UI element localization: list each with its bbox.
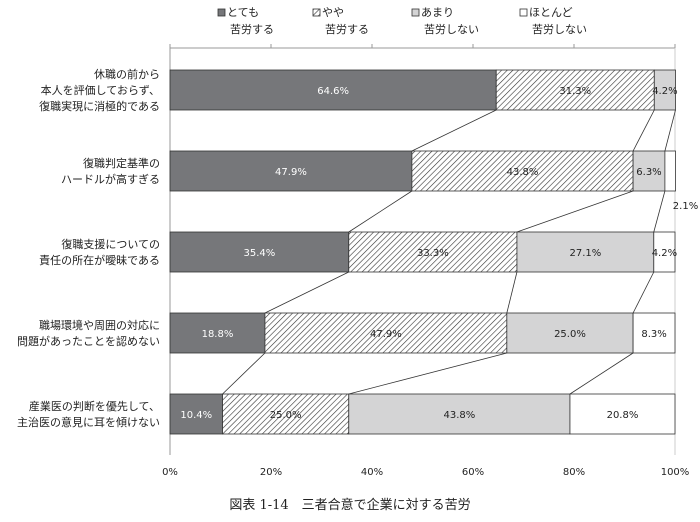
legend-label: 苦労しない xyxy=(424,22,479,36)
category-label: 復職支援についての xyxy=(61,237,160,251)
legend-label: ほとんど xyxy=(529,6,573,19)
series-line xyxy=(348,190,413,233)
legend-swatch xyxy=(411,8,420,17)
data-label: 20.8% xyxy=(607,410,639,421)
data-label: 47.9% xyxy=(370,329,402,340)
bar-segment xyxy=(169,150,413,192)
data-label: 2.1% xyxy=(673,201,698,212)
category-label: 復職実現に消極的である xyxy=(39,99,160,113)
data-label: 31.3% xyxy=(559,86,591,97)
data-label: 4.2% xyxy=(652,248,677,259)
data-label: 43.8% xyxy=(507,167,539,178)
data-label: 35.4% xyxy=(243,248,275,259)
series-line xyxy=(664,109,676,152)
data-label: 47.9% xyxy=(275,167,307,178)
x-tick-label: 60% xyxy=(462,467,484,478)
bar-segment xyxy=(506,312,634,354)
series-line xyxy=(653,190,666,233)
data-label: 6.3% xyxy=(636,167,661,178)
data-label: 27.1% xyxy=(569,248,601,259)
x-tick-label: 100% xyxy=(661,467,690,478)
bar-segment xyxy=(264,312,508,354)
x-tick-label: 80% xyxy=(563,467,585,478)
data-label: 18.8% xyxy=(202,329,234,340)
legend-swatch xyxy=(312,8,321,17)
legend-label: とても xyxy=(227,6,259,19)
series-line xyxy=(411,109,497,152)
legend-label: あまり xyxy=(421,6,454,19)
figure-caption: 図表 1-14 三者合意で企業に対する苦労 xyxy=(229,498,471,513)
bar-segment xyxy=(653,69,676,111)
data-label: 25.0% xyxy=(270,410,302,421)
series-line xyxy=(516,190,634,233)
legend-swatch xyxy=(519,8,528,17)
legend-label: 苦労する xyxy=(325,22,369,36)
category-label: 責任の所在が曖昧である xyxy=(39,253,160,267)
category-label: 問題があったことを認めない xyxy=(17,334,160,348)
data-label: 10.4% xyxy=(180,410,212,421)
category-label: ハードルが高すぎる xyxy=(61,172,160,186)
category-label: 本人を評価しておらず、 xyxy=(41,83,160,97)
category-label: 復職判定基準の xyxy=(83,156,160,170)
x-tick-label: 20% xyxy=(260,467,282,478)
legend-label: 苦労する xyxy=(230,22,274,36)
data-label: 4.2% xyxy=(652,86,677,97)
series-line xyxy=(264,271,349,314)
legend-label: やや xyxy=(322,6,344,19)
bar-segment xyxy=(169,312,266,354)
data-label: 43.8% xyxy=(443,410,475,421)
legend-swatch xyxy=(217,8,226,17)
bar-segment xyxy=(495,69,655,111)
legend-label: 苦労しない xyxy=(532,22,587,36)
bar-segment xyxy=(632,150,666,192)
bar-segment xyxy=(169,393,223,435)
bar-segment xyxy=(169,231,350,273)
x-tick-label: 40% xyxy=(361,467,383,478)
data-label: 25.0% xyxy=(554,329,586,340)
series-line xyxy=(632,109,655,152)
bar-segment xyxy=(222,393,350,435)
data-label: 64.6% xyxy=(317,86,349,97)
category-label: 職場環境や周囲の対応に xyxy=(39,318,160,332)
x-tick-label: 0% xyxy=(162,467,178,478)
series-line xyxy=(222,352,266,395)
bar-segment xyxy=(632,312,676,354)
bar-segment xyxy=(348,231,518,273)
series-line xyxy=(632,271,655,314)
bar-segment xyxy=(569,393,676,435)
data-label: 8.3% xyxy=(641,329,666,340)
bar-segment xyxy=(653,231,676,273)
bar-segment xyxy=(664,150,676,192)
bar-segment xyxy=(348,393,571,435)
category-label: 産業医の判断を優先して、 xyxy=(29,399,160,413)
category-label: 休職の前から xyxy=(94,67,160,81)
series-line xyxy=(506,271,518,314)
series-line xyxy=(348,352,507,395)
data-label: 33.3% xyxy=(417,248,449,259)
category-label: 主治医の意見に耳を傾けない xyxy=(17,415,160,429)
bar-segment xyxy=(411,150,634,192)
series-line xyxy=(569,352,634,395)
